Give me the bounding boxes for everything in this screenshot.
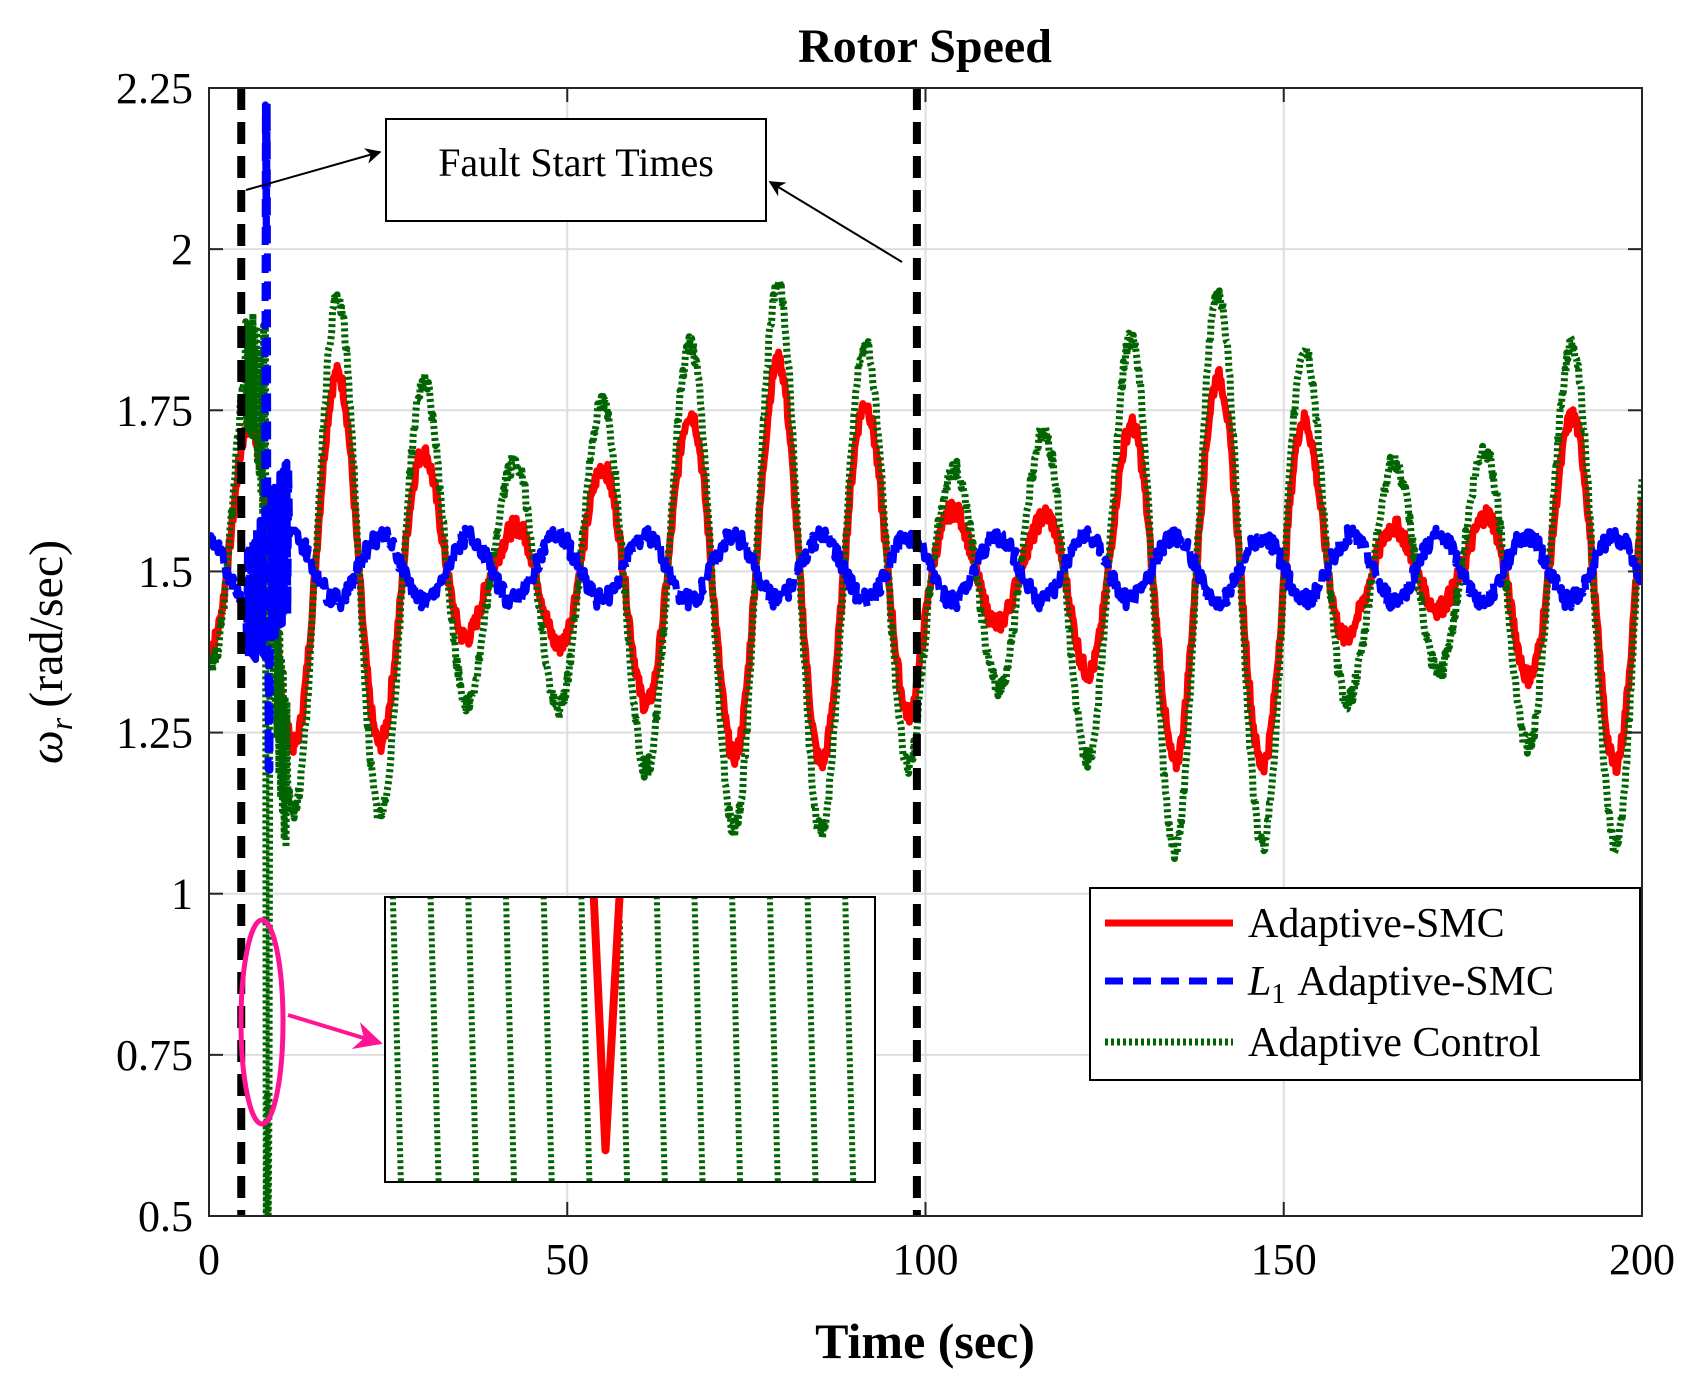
- y-tick-label-2.25: 2.25: [116, 64, 193, 113]
- zoom-ellipse: [238, 917, 286, 1127]
- y-tick-label-2: 2: [171, 225, 193, 274]
- series-group: [209, 100, 1642, 1216]
- y-tick-labels: 0.5 0.75 1 1.25 1.5 1.75 2 2.25: [116, 64, 193, 1241]
- series-line-0: [209, 348, 1642, 776]
- annotation-box: [385, 118, 767, 222]
- legend-label-adaptive-control: Adaptive Control: [1248, 1020, 1541, 1066]
- zoom-arrow: [287, 1013, 383, 1050]
- series-line-2: [209, 277, 1642, 1216]
- legend-symbol-l1: L: [1247, 959, 1271, 1005]
- legend-subscript-l1: 1: [1271, 979, 1285, 1010]
- series-line-1: [209, 100, 1642, 774]
- x-tick-label-0: 0: [198, 1235, 220, 1284]
- legend-label-adaptive-smc: Adaptive-SMC: [1248, 901, 1505, 947]
- inset-series: [389, 897, 857, 1182]
- x-tick-labels: 0 50 100 150 200: [198, 1235, 1675, 1284]
- y-tick-label-1.5: 1.5: [138, 547, 193, 596]
- legend-text-l1-adaptive-smc: Adaptive-SMC: [1297, 959, 1554, 1005]
- ticks: [208, 87, 1643, 1217]
- y-tick-label-0.75: 0.75: [116, 1031, 193, 1080]
- y-tick-label-1: 1: [171, 870, 193, 919]
- x-tick-label-150: 150: [1251, 1235, 1317, 1284]
- y-axis-symbol: ω: [20, 730, 73, 764]
- annotation-text: Fault Start Times: [438, 140, 714, 185]
- y-tick-label-1.25: 1.25: [116, 709, 193, 758]
- x-tick-label-200: 200: [1609, 1235, 1675, 1284]
- annotation-arrow-right: [768, 181, 903, 263]
- y-axis-subscript: r: [43, 717, 79, 730]
- chart-title: Rotor Speed: [798, 20, 1052, 73]
- x-axis-label: Time (sec): [815, 1313, 1035, 1369]
- y-axis-units: (rad/sec): [20, 540, 73, 708]
- legend-label-l1-adaptive-smc: L1 Adaptive-SMC: [1247, 959, 1554, 1010]
- y-axis-label: ωr (rad/sec): [20, 540, 79, 764]
- x-tick-label-50: 50: [545, 1235, 589, 1284]
- legend: Adaptive-SMC L1 Adaptive-SMC Adaptive Con…: [1089, 887, 1641, 1081]
- annotation-arrow-left: [245, 148, 382, 191]
- x-tick-label-100: 100: [893, 1235, 959, 1284]
- inset-series-adaptive-control: [389, 897, 857, 1182]
- y-tick-label-0.5: 0.5: [138, 1192, 193, 1241]
- inset-box: [384, 896, 876, 1183]
- legend-text-adaptive-control: Adaptive Control: [1248, 1020, 1541, 1066]
- inset-series-adaptive-smc: [589, 897, 624, 1155]
- y-tick-label-1.75: 1.75: [116, 386, 193, 435]
- inset-frame: [384, 896, 876, 1183]
- legend-text-adaptive-smc: Adaptive-SMC: [1248, 901, 1505, 947]
